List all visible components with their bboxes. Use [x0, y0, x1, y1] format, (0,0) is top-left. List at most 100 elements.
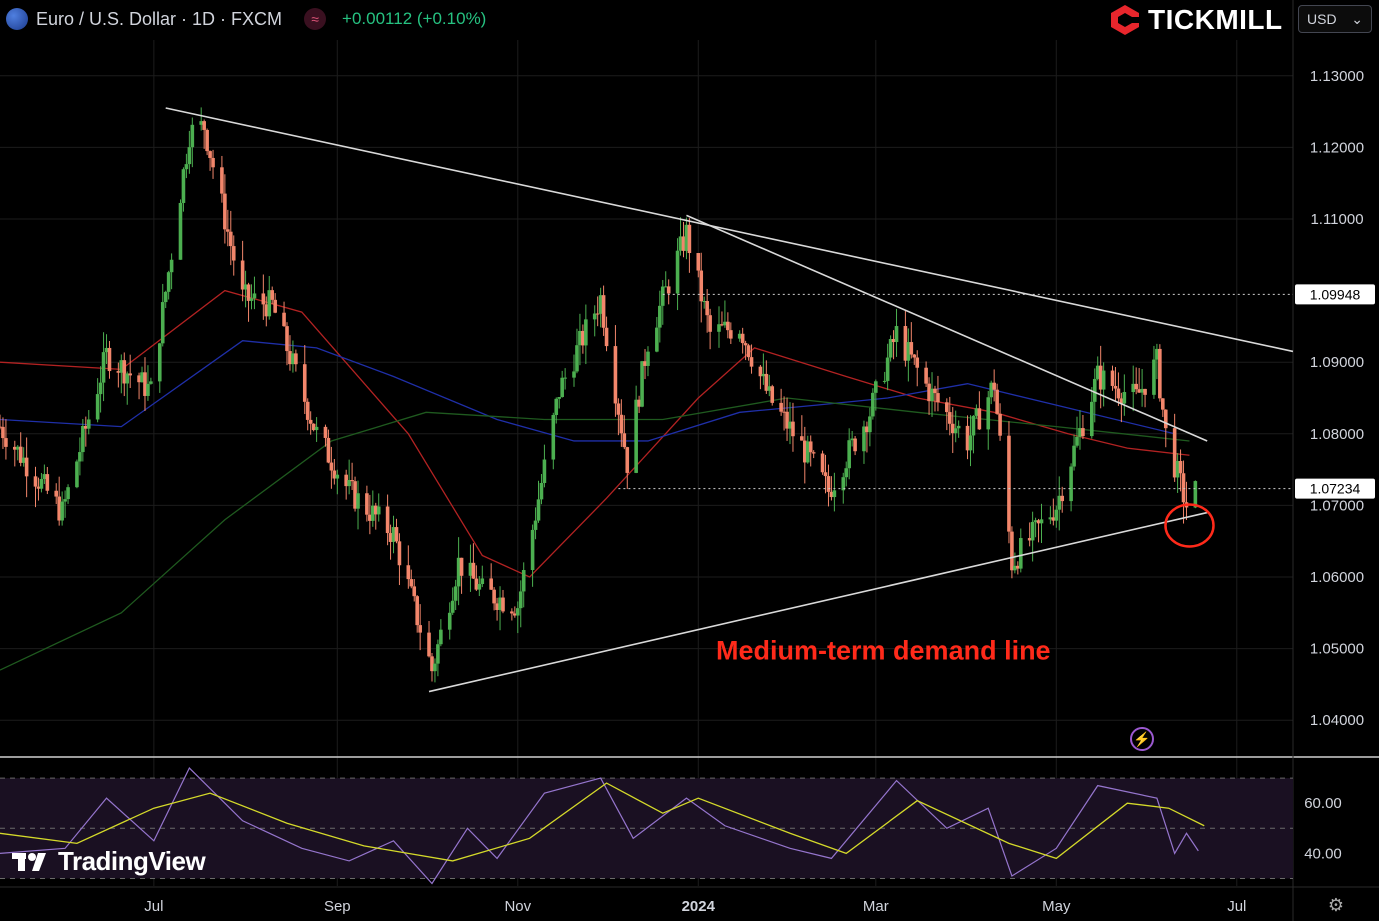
wave-icon[interactable]: ≈ — [304, 8, 327, 30]
candle-up — [146, 383, 150, 396]
time-tick-label: 2024 — [682, 898, 716, 915]
candle-up — [560, 377, 564, 398]
candle-down — [811, 452, 816, 454]
candle-up — [989, 382, 994, 398]
currency-select-value: USD — [1307, 11, 1337, 27]
candle-up — [542, 459, 547, 483]
candle-down — [924, 367, 928, 384]
candle-down — [394, 527, 399, 542]
candle-down — [350, 480, 354, 482]
candle-down — [1116, 388, 1121, 399]
candle-up — [539, 482, 544, 500]
candle-up — [314, 426, 319, 431]
price-change: +0.00112 (+0.10%) — [342, 9, 487, 28]
candle-down — [687, 224, 692, 254]
candle-up — [63, 499, 67, 502]
candle-up — [557, 397, 562, 399]
candle-up — [291, 353, 295, 365]
candle-down — [495, 603, 499, 610]
candle-down — [418, 625, 422, 633]
candle-up — [894, 326, 899, 343]
candle-up — [199, 121, 203, 125]
candle-up — [640, 361, 644, 407]
candle-down — [54, 490, 59, 497]
candle-down — [758, 366, 763, 377]
candle-down — [696, 253, 701, 271]
candle-up — [1101, 370, 1106, 390]
candle-up — [125, 373, 130, 384]
candle-down — [865, 426, 869, 433]
price-level-tag — [1295, 478, 1375, 499]
candle-down — [137, 375, 141, 383]
candle-down — [909, 342, 914, 355]
candle-up — [844, 468, 849, 478]
candle-down — [936, 393, 940, 403]
candle-up — [1095, 365, 1100, 379]
candle-up — [166, 272, 171, 292]
candle-down — [1007, 435, 1011, 532]
candle-down — [965, 425, 970, 451]
trendline — [686, 214, 1208, 442]
lightning-icon[interactable]: ⚡ — [1130, 727, 1154, 751]
candle-down — [412, 586, 417, 597]
candle-up — [95, 394, 100, 420]
candle-down — [332, 470, 337, 479]
gear-icon[interactable]: ⚙ — [1327, 895, 1345, 915]
candle-down — [826, 476, 831, 492]
candle-down — [427, 632, 431, 657]
candle-down — [891, 339, 896, 343]
candle-up — [634, 399, 638, 473]
candle-down — [471, 562, 476, 579]
candle-down — [1178, 460, 1183, 474]
candle-up — [1072, 445, 1076, 467]
candle-down — [820, 453, 825, 473]
candle-down — [785, 411, 789, 429]
candle-down — [311, 423, 316, 431]
tickmill-logo-icon — [1111, 5, 1141, 35]
candle-down — [226, 229, 230, 232]
candle-down — [0, 426, 2, 428]
candle-down — [220, 167, 224, 194]
candle-up — [767, 386, 772, 391]
candle-down — [601, 295, 606, 328]
tickmill-logo: TICKMILL — [1108, 2, 1283, 38]
price-tick-label: 1.09000 — [1310, 354, 1364, 371]
candle-up — [81, 426, 85, 453]
candle-down — [1161, 398, 1165, 410]
candle-down — [1081, 428, 1085, 437]
candle-up — [447, 612, 452, 630]
candle-up — [906, 342, 911, 361]
candle-down — [353, 481, 357, 509]
candle-down — [308, 419, 313, 424]
chart-header: Euro / U.S. Dollar · 1D · FXCM ≈ +0.0011… — [6, 6, 486, 32]
candle-down — [385, 506, 390, 534]
candle-down — [285, 326, 289, 352]
candle-up — [190, 124, 195, 148]
candle-up — [439, 629, 443, 645]
candle-down — [489, 578, 493, 590]
candle-up — [850, 438, 854, 441]
candle-down — [853, 438, 857, 452]
candle-up — [584, 319, 588, 346]
candle-down — [302, 364, 307, 402]
candle-down — [261, 293, 266, 305]
price-tick-label: 1.04000 — [1310, 712, 1364, 729]
candle-up — [578, 330, 582, 346]
candle-down — [231, 246, 236, 261]
candle-up — [847, 440, 851, 469]
candle-down — [208, 151, 212, 158]
candle-down — [45, 474, 50, 491]
candle-down — [240, 260, 245, 290]
candle-up — [521, 570, 526, 592]
candle-up — [554, 398, 559, 415]
currency-select[interactable]: USD ⌄ — [1298, 5, 1372, 33]
candle-down — [246, 284, 251, 301]
candle-down — [743, 343, 748, 346]
candle-down — [1036, 520, 1041, 524]
candle-up — [468, 562, 473, 576]
candle-up — [518, 591, 523, 609]
candle-up — [160, 302, 165, 344]
candle-up — [953, 428, 958, 434]
symbol-title[interactable]: Euro / U.S. Dollar · 1D · FXCM — [36, 8, 283, 29]
